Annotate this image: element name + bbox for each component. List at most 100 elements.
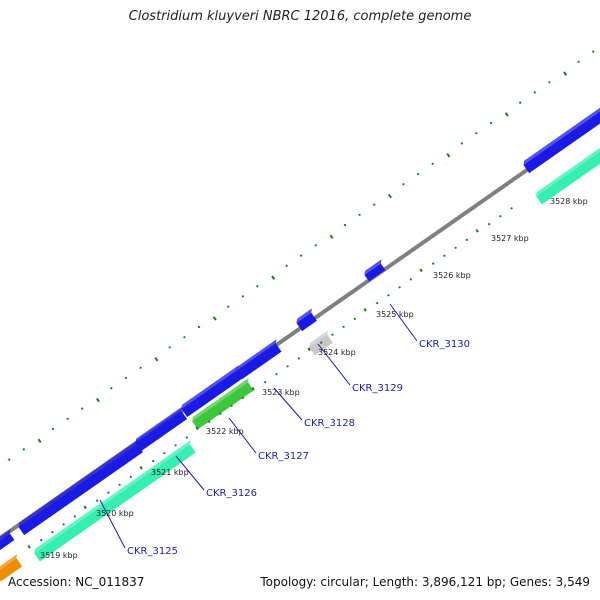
inner-track-dot bbox=[219, 412, 222, 415]
kbp-label-3521: 3521 kbp bbox=[151, 468, 189, 477]
inner-track-dot bbox=[185, 436, 188, 439]
outer-track-dot bbox=[533, 91, 536, 94]
inner-track-dot bbox=[342, 325, 345, 328]
forward-gene-ckr-3130-bevel bbox=[364, 259, 382, 275]
reverse-gene-ckr-3127-bevel bbox=[192, 378, 249, 422]
kbp-label-3524: 3524 kbp bbox=[318, 348, 356, 357]
inner-track-dot bbox=[230, 404, 233, 407]
gene-leader-line bbox=[99, 499, 126, 549]
outer-track-tick bbox=[154, 357, 159, 362]
kbp-label-3519: 3519 kbp bbox=[40, 551, 78, 560]
outer-dot-track bbox=[8, 50, 595, 461]
outer-track-dot bbox=[431, 162, 434, 165]
reverse-gene-ckr-3129-bevel bbox=[309, 330, 328, 348]
outer-track-dot bbox=[416, 172, 420, 176]
inner-track-dot bbox=[73, 515, 76, 518]
outer-track-dot bbox=[592, 50, 595, 53]
inner-track-dot bbox=[241, 396, 244, 399]
outer-track-dot bbox=[577, 60, 580, 63]
inner-track-dot bbox=[163, 452, 166, 455]
genome-summary: Topology: circular; Length: 3,896,121 bp… bbox=[260, 575, 590, 589]
inner-track-tick bbox=[475, 228, 479, 233]
forward-gene-left bbox=[0, 533, 15, 551]
inner-track-dot bbox=[118, 483, 121, 486]
forward-gene-ckr-3125 bbox=[18, 443, 144, 536]
gene-label-ckr-3128[interactable]: CKR_3128 bbox=[304, 418, 355, 429]
forward-gene-ckr-3127-bevel bbox=[181, 365, 238, 409]
gene-leader-line bbox=[228, 417, 257, 454]
gene-label-ckr-3127[interactable]: CKR_3127 bbox=[258, 451, 309, 462]
forward-gene-ckr-3126-bevel bbox=[135, 406, 183, 443]
inner-track-dot bbox=[353, 317, 356, 320]
inner-track-dot bbox=[331, 333, 334, 336]
inner-track-dot bbox=[432, 262, 435, 265]
outer-track-tick bbox=[446, 153, 451, 158]
kbp-label-3526: 3526 kbp bbox=[433, 271, 471, 280]
inner-track-dot bbox=[499, 215, 502, 218]
outer-track-dot bbox=[81, 407, 84, 410]
inner-track-dot bbox=[465, 238, 468, 241]
gene-leader-line bbox=[175, 455, 205, 491]
forward-gene-right-bevel bbox=[523, 107, 600, 165]
forward-gene-ckr-3125-bevel bbox=[18, 439, 139, 527]
inner-track-dot bbox=[264, 381, 267, 384]
inner-track-tick bbox=[307, 347, 311, 352]
outer-track-tick bbox=[563, 71, 568, 76]
reverse-gene-ckr-3129 bbox=[309, 334, 333, 356]
gene-features bbox=[0, 107, 600, 582]
inner-track-dot bbox=[454, 246, 457, 249]
outer-track-dot bbox=[548, 81, 551, 84]
inner-track-tick bbox=[251, 386, 255, 391]
gene-leader-line bbox=[317, 343, 351, 386]
inner-track-dot bbox=[208, 420, 211, 423]
reverse-gene-ckr-3125-bevel bbox=[34, 440, 191, 554]
inner-track-tick bbox=[363, 307, 367, 312]
inner-track-tick bbox=[195, 426, 199, 431]
outer-track-dot bbox=[183, 336, 186, 339]
reverse-gene-left bbox=[0, 558, 23, 582]
forward-gene-ckr-3129-bevel bbox=[296, 308, 312, 323]
inner-track-dot bbox=[387, 294, 390, 297]
outer-track-dot bbox=[373, 203, 376, 206]
kbp-label-3528: 3528 kbp bbox=[550, 197, 588, 206]
gene-leader-line bbox=[389, 303, 418, 342]
kbp-label-3523: 3523 kbp bbox=[262, 388, 300, 397]
kbp-label-3527: 3527 kbp bbox=[491, 234, 529, 243]
outer-track-dot bbox=[489, 121, 493, 125]
reverse-gene-ckr-3125 bbox=[34, 444, 196, 562]
outer-track-tick bbox=[212, 316, 217, 321]
forward-gene-ckr-3126 bbox=[135, 410, 188, 452]
outer-track-tick bbox=[329, 234, 334, 240]
forward-gene-left-bevel bbox=[0, 529, 11, 541]
inner-track-dot bbox=[488, 223, 491, 226]
outer-track-tick bbox=[95, 397, 100, 403]
reverse-gene-right bbox=[536, 151, 600, 205]
inner-track-dot bbox=[510, 207, 513, 210]
gene-label-ckr-3130[interactable]: CKR_3130 bbox=[419, 339, 470, 350]
outer-track-dot bbox=[22, 448, 25, 451]
reverse-gene-right-bevel bbox=[536, 147, 600, 197]
kbp-label-3522: 3522 kbp bbox=[206, 427, 244, 436]
outer-track-tick bbox=[37, 438, 42, 444]
outer-track-dot bbox=[358, 213, 361, 216]
gene-label-ckr-3126[interactable]: CKR_3126 bbox=[206, 488, 257, 499]
inner-track-dot bbox=[275, 373, 278, 376]
inner-track-dot bbox=[297, 357, 300, 360]
reverse-gene-left-bevel bbox=[0, 554, 18, 570]
inner-track-dot bbox=[376, 302, 379, 305]
inner-track-dot bbox=[398, 286, 401, 289]
gene-labels: CKR_3125 CKR_3126 CKR_3127 CKR_3128 CKR_… bbox=[127, 339, 470, 557]
inner-dot-track bbox=[27, 207, 513, 549]
gene-label-ckr-3125[interactable]: CKR_3125 bbox=[127, 546, 178, 557]
inner-track-dot bbox=[51, 531, 54, 534]
forward-gene-ckr-3128 bbox=[236, 343, 282, 380]
outer-track-dot bbox=[66, 417, 69, 420]
outer-track-dot bbox=[256, 285, 259, 288]
gene-label-ckr-3129[interactable]: CKR_3129 bbox=[352, 383, 403, 394]
outer-track-tick bbox=[504, 112, 509, 117]
inner-track-dot bbox=[409, 278, 412, 281]
kbp-tick-labels: 3519 kbp 3520 kbp 3521 kbp 3522 kbp 3523… bbox=[40, 197, 588, 560]
outer-track-dot bbox=[402, 183, 405, 186]
inner-track-dot bbox=[286, 365, 289, 368]
accession-label: Accession: NC_011837 bbox=[8, 575, 145, 589]
